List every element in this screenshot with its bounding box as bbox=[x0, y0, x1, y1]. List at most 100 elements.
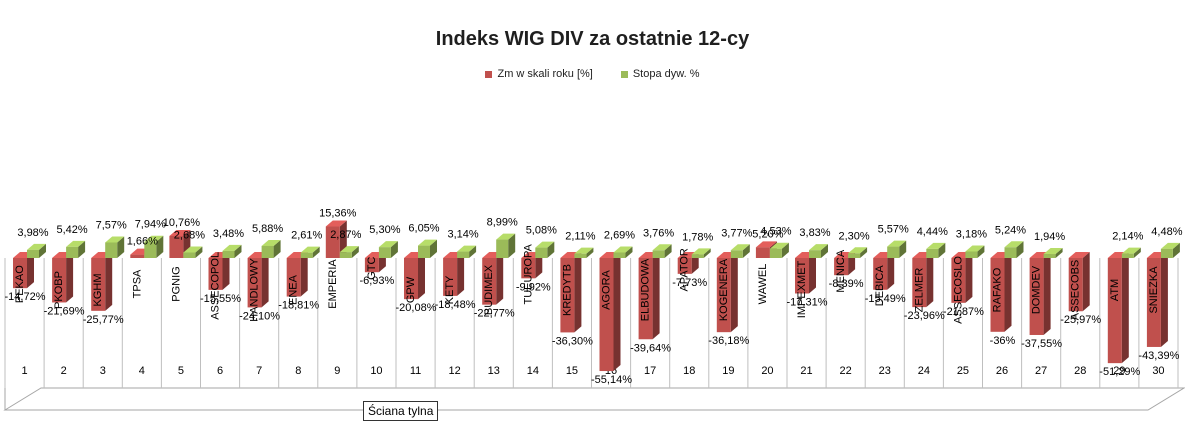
bar-dividend-side bbox=[430, 239, 437, 258]
bar-dividend-side bbox=[469, 245, 477, 258]
bar-change-front bbox=[1029, 258, 1044, 335]
bar-dividend-side bbox=[1172, 242, 1180, 258]
bar-dividend-side bbox=[273, 239, 281, 258]
bar-dividend-front bbox=[183, 252, 196, 258]
change-value-label: -18,81% bbox=[278, 300, 319, 312]
dividend-value-label: 5,30% bbox=[369, 224, 400, 236]
bar-dividend-side bbox=[938, 242, 946, 258]
bar-dividend bbox=[809, 244, 828, 258]
bar-dividend-top bbox=[300, 246, 320, 253]
bar-dividend bbox=[730, 244, 750, 258]
bar-change-front bbox=[1107, 258, 1122, 364]
bar-change-front bbox=[404, 258, 418, 300]
bar-change-top bbox=[325, 220, 347, 227]
bar-dividend-side bbox=[78, 240, 86, 258]
x-tick-label: 17 bbox=[644, 365, 656, 377]
bar-dividend-front bbox=[300, 252, 313, 258]
bar-label: KOGENERA bbox=[718, 258, 730, 321]
bar-change bbox=[325, 220, 347, 258]
dividend-value-label: 2,30% bbox=[838, 230, 869, 242]
bar-dividend-top bbox=[378, 241, 398, 248]
bar-change-front bbox=[52, 258, 67, 303]
bar-change bbox=[1107, 252, 1129, 364]
bar-dividend-top bbox=[496, 233, 516, 240]
bar-change-side bbox=[535, 252, 543, 279]
bar-dividend-top bbox=[809, 244, 828, 251]
dividend-value-label: 1,78% bbox=[682, 231, 713, 243]
bar-change-front bbox=[521, 258, 536, 279]
bar-dividend-top bbox=[691, 248, 711, 255]
bar-change-front bbox=[208, 258, 223, 290]
bar-dividend-front bbox=[613, 252, 626, 258]
x-tick-label: 22 bbox=[840, 365, 852, 377]
legend-label-change: Zm w skali roku [%] bbox=[497, 68, 593, 80]
change-value-label: -22,77% bbox=[474, 308, 515, 320]
bar-dividend-side bbox=[860, 247, 868, 258]
bar-dividend-front bbox=[574, 253, 587, 258]
bar-dividend-front bbox=[1004, 247, 1017, 258]
bar-change-side bbox=[1160, 252, 1168, 347]
bar-dividend bbox=[261, 239, 281, 258]
bar-label: GTC bbox=[366, 257, 378, 280]
bar-dividend-side bbox=[234, 244, 242, 258]
bar-dividend-side bbox=[547, 241, 555, 258]
bar-label: KGHM bbox=[92, 274, 104, 307]
x-tick-label: 1 bbox=[21, 365, 27, 377]
change-value-label: -14,72% bbox=[5, 291, 46, 303]
bar-dividend bbox=[27, 243, 46, 258]
legend-label-dividend: Stopa dyw. % bbox=[632, 68, 700, 80]
bar-label: ASSECOPOL bbox=[210, 252, 222, 320]
bar-label: ASSECOSLO bbox=[952, 256, 964, 324]
dividend-value-label: 5,57% bbox=[878, 224, 909, 236]
bar-dividend-front bbox=[457, 251, 470, 258]
x-tick-label: 3 bbox=[100, 365, 106, 377]
x-tick-label: 30 bbox=[1152, 365, 1164, 377]
bar-label: APATOR bbox=[679, 248, 691, 291]
change-value-label: -8,39% bbox=[829, 278, 864, 290]
bar-change-side bbox=[730, 252, 738, 333]
x-tick-label: 4 bbox=[139, 365, 145, 377]
change-value-label: -37,55% bbox=[1021, 338, 1062, 350]
change-value-label: -23,96% bbox=[904, 310, 945, 322]
bar-dividend-side bbox=[1133, 247, 1141, 258]
x-tick-label: 2 bbox=[61, 365, 67, 377]
bar-dividend-top bbox=[1004, 241, 1024, 248]
bar-dividend-top bbox=[613, 246, 633, 253]
bar-change-side bbox=[652, 252, 660, 340]
change-value-label: -36,30% bbox=[552, 335, 593, 347]
bar-dividend-front bbox=[105, 242, 118, 258]
bar-change-front bbox=[130, 254, 145, 258]
change-value-label: 10,76% bbox=[163, 217, 201, 229]
legend-item-change: Zm w skali roku [%] bbox=[485, 68, 593, 80]
chart-title: Indeks WIG DIV za ostatnie 12-cy bbox=[435, 28, 750, 50]
bar-dividend-front bbox=[496, 239, 509, 258]
bar-change bbox=[1068, 252, 1090, 312]
floor-tooltip[interactable]: Ściana tylna bbox=[363, 401, 439, 421]
bar-dividend-top bbox=[144, 235, 164, 242]
change-value-label: -20,08% bbox=[396, 302, 437, 314]
bar-dividend bbox=[1160, 242, 1180, 258]
bar-dividend-top bbox=[887, 240, 907, 247]
dividend-value-label: 1,94% bbox=[1034, 231, 1065, 243]
dividend-value-label: 3,18% bbox=[956, 228, 987, 240]
legend-swatch-change bbox=[485, 70, 493, 78]
bar-dividend bbox=[613, 246, 633, 258]
x-axis: 1234567891011121314151617181920212223242… bbox=[4, 258, 1179, 388]
bar-dividend-side bbox=[312, 246, 320, 258]
change-value-label: -15,55% bbox=[200, 293, 241, 305]
bar-label: EMPERIA bbox=[327, 259, 339, 309]
bar-change-front bbox=[599, 258, 614, 372]
bar-change-side bbox=[926, 252, 934, 308]
bar-change-front bbox=[443, 258, 458, 296]
dividend-value-label: 6,05% bbox=[408, 223, 439, 235]
bar-dividend-front bbox=[144, 241, 157, 258]
change-value-label: -17,31% bbox=[787, 296, 828, 308]
bar-dividend-front bbox=[261, 245, 274, 258]
dividend-value-label: 5,24% bbox=[995, 224, 1026, 236]
bar-change-side bbox=[1004, 252, 1012, 332]
bar-label: DEBICA bbox=[874, 265, 886, 307]
bar-dividend-side bbox=[351, 246, 359, 258]
bar-dividend-top bbox=[1043, 248, 1063, 255]
bar-label: IMPEXMET bbox=[796, 260, 808, 318]
bar-change-top bbox=[169, 229, 191, 236]
